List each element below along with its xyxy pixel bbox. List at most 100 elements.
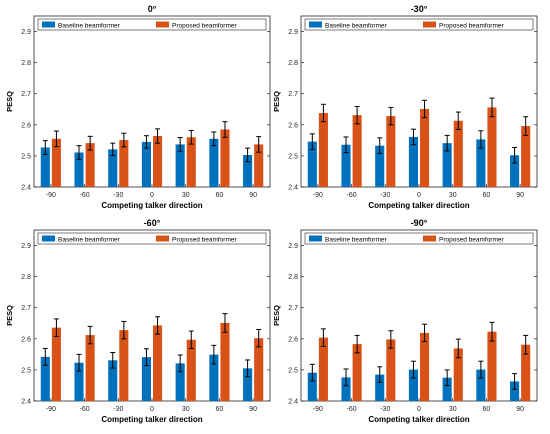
legend-label: Proposed beamformer [172,22,238,29]
x-tick-label: 30 [182,406,190,413]
x-tick-label: 30 [449,192,457,199]
y-tick-label: 2.5 [21,367,31,374]
x-tick-label: -60 [80,192,90,199]
bar-proposed [420,108,430,187]
bar-proposed [220,129,230,187]
plot-area [300,15,538,188]
bar-baseline [307,372,317,401]
bar-baseline [408,369,418,401]
bar-baseline [175,144,185,187]
y-axis-label: PESQ [5,305,14,326]
bar-proposed [487,331,497,401]
bar-baseline [375,374,385,401]
x-tick-label: 30 [182,192,190,199]
y-tick-label: 2.4 [21,399,31,406]
bar-baseline [209,354,219,401]
x-tick-label: -90 [46,192,56,199]
bar-baseline [408,136,418,187]
bar-proposed [85,143,95,187]
bar-baseline [141,141,151,187]
bar-baseline [40,356,50,401]
bar-baseline [476,139,486,187]
y-tick-label: 2.5 [288,153,298,160]
y-tick-label: 2.6 [21,336,31,343]
legend-label: Proposed beamformer [439,22,505,29]
y-tick-label: 2.9 [21,29,31,36]
bar-proposed [220,322,230,401]
bar-baseline [510,381,520,401]
bar-proposed [153,325,163,401]
bar-proposed [85,335,95,401]
x-tick-label: 90 [516,406,524,413]
x-tick-label: -30 [380,192,390,199]
x-axis-label: Competing talker direction [101,415,202,424]
y-tick-label: 2.7 [21,305,31,312]
y-axis-label: PESQ [272,305,281,326]
y-axis-label: PESQ [272,91,281,112]
bar-baseline [442,143,452,187]
bar-baseline [175,363,185,401]
bar-proposed [119,330,129,401]
legend-box [37,232,267,245]
bar-baseline [307,141,317,187]
bar-baseline [74,362,84,401]
bar-baseline [141,357,151,401]
x-axis-label: Competing talker direction [368,201,469,210]
bar-proposed [521,126,531,187]
y-tick-label: 2.4 [288,185,298,192]
y-tick-label: 2.6 [288,336,298,343]
bar-proposed [352,344,362,401]
chart-panel-1: -30° 2.4 2.5 2.6 2.7 2.8 2.9 PESQ Competing talk… [272,4,538,210]
bar-proposed [386,339,396,401]
legend-swatch [156,235,169,242]
plot-area [33,15,271,188]
x-tick-label: -60 [347,406,357,413]
legend-label: Baseline beamformer [325,22,388,29]
x-tick-label: -90 [313,192,323,199]
legend-box [304,18,534,31]
x-tick-label: 60 [483,192,491,199]
x-axis-label: Competing talker direction [101,201,202,210]
y-tick-label: 2.8 [288,274,298,281]
chart-panel-3: -90° 2.4 2.5 2.6 2.7 2.8 2.9 PESQ Competing talk… [272,218,538,424]
bar-baseline [510,155,520,187]
legend-swatch [423,235,436,242]
legend-box [304,232,534,245]
bar-proposed [119,140,129,187]
bar-baseline [476,369,486,401]
legend-swatch [42,21,55,28]
y-tick-label: 2.8 [288,60,298,67]
legend-swatch [423,21,436,28]
y-tick-label: 2.9 [288,29,298,36]
chart-panel-0: 0° 2.4 2.5 2.6 2.7 2.8 2.9 PESQ Competing talker… [5,4,271,210]
bar-proposed [186,137,196,187]
y-tick-label: 2.9 [21,243,31,250]
legend-label: Baseline beamformer [58,22,121,29]
bar-baseline [341,377,351,401]
x-tick-label: 60 [216,406,224,413]
y-tick-label: 2.4 [21,185,31,192]
x-tick-label: 0 [150,192,154,199]
bar-proposed [254,144,264,187]
y-tick-label: 2.6 [288,122,298,129]
x-tick-label: -30 [113,192,123,199]
x-tick-label: 90 [516,192,524,199]
y-tick-label: 2.7 [21,91,31,98]
bar-baseline [40,147,50,187]
bar-proposed [352,115,362,187]
chart-title: -90° [411,218,428,228]
bar-baseline [243,368,253,401]
x-tick-label: -30 [113,406,123,413]
legend-swatch [42,235,55,242]
legend-swatch [156,21,169,28]
x-axis-label: Competing talker direction [368,415,469,424]
legend-swatch [309,21,322,28]
x-tick-label: 0 [417,406,421,413]
x-tick-label: -90 [46,406,56,413]
plot-area [33,229,271,402]
bar-baseline [74,152,84,187]
legend-label: Proposed beamformer [439,236,505,243]
bar-baseline [243,154,253,187]
bar-proposed [420,332,430,401]
